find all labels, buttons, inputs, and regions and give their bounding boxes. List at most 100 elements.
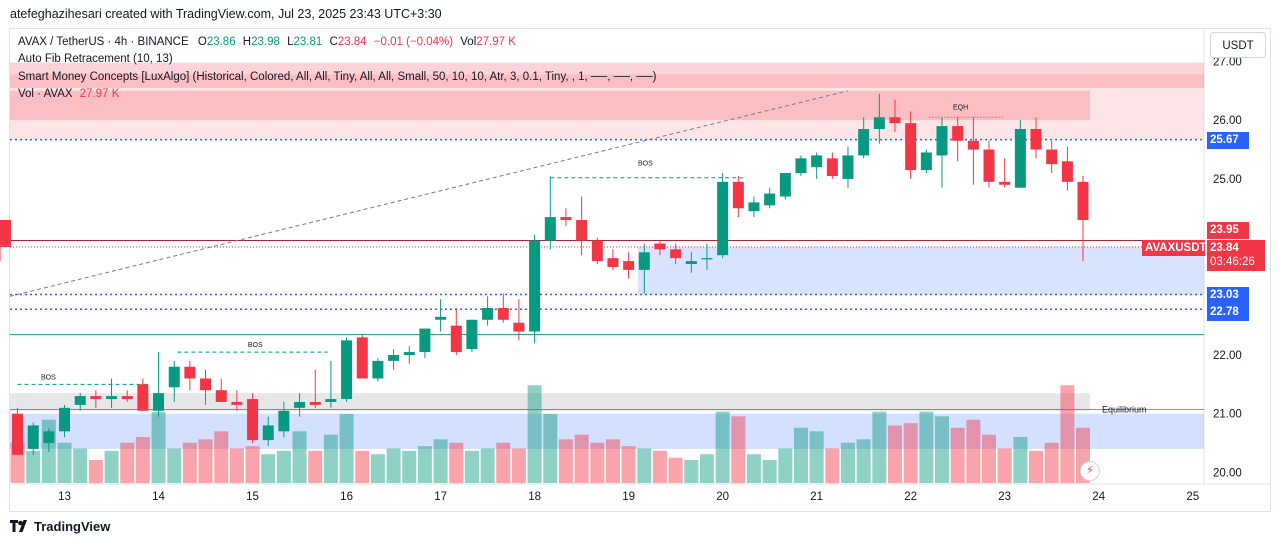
candle-body [513,322,525,332]
premium-zone [10,74,1204,140]
volume-bar [511,448,526,483]
volume-bar [433,439,448,483]
volume-bar [684,460,699,483]
volume-bar [26,450,41,483]
candle-body [106,396,118,400]
creator-line: atefeghazihesari created with TradingVie… [10,7,442,21]
volume-bar [605,439,620,483]
eqh-label: EQH [953,104,968,111]
candle-body [920,152,932,171]
volume-bar [919,411,934,483]
candle-body [842,155,854,179]
candle-body [638,252,650,270]
candle-body [795,158,807,174]
legend-close: 23.84 [337,36,367,48]
legend-symbol: AVAX / TetherUS · 4h · BINANCE [18,36,189,48]
volume-bar [590,442,605,483]
candle-body [952,126,964,141]
legend-indicator-smc[interactable]: Smart Money Concepts [LuxAlgo] (Historic… [18,70,657,83]
candle-body [999,181,1011,185]
candle-body [858,129,870,156]
candle-body [0,219,11,246]
candle-body [701,258,713,260]
bos-label-2: BOS [248,342,263,349]
volume-bar [261,454,276,483]
legend-main-row[interactable]: AVAX / TetherUS · 4h · BINANCE O23.86 H2… [18,34,656,51]
candle-body [325,399,337,402]
discount-zone [10,413,1204,449]
flash-icon[interactable]: ⚡ [1080,461,1100,481]
price-tick-label: 27.00 [1213,57,1242,69]
time-tick-label: 25 [1186,491,1199,503]
candle-body [717,181,729,256]
time-tick-label: 13 [58,491,71,503]
volume-bar [229,448,244,483]
price-tag-23-95: 23.95 [1207,222,1249,239]
candle-body [153,393,165,411]
candle-body [121,396,133,400]
volume-bar [856,439,871,483]
candle-body [873,117,885,130]
candle-body [137,384,149,411]
volume-bar [151,411,166,483]
last-price-value: 23.84 [1210,242,1239,254]
currency-unit-button[interactable]: USDT [1210,32,1266,58]
time-tick-label: 16 [340,491,353,503]
time-tick-label: 21 [810,491,823,503]
candle-body [403,352,415,355]
volume-bar [167,448,182,483]
volume-bar [276,450,291,483]
legend-indicator-vol[interactable]: Vol · AVAX 27.97 K [18,86,656,103]
tradingview-logo-icon [10,520,30,535]
volume-bar [323,434,338,483]
price-tag-22-78: 22.78 [1207,304,1249,321]
candle-body [779,173,791,197]
volume-bar [543,414,558,483]
volume-bar [449,442,464,483]
volume-bar [402,450,417,483]
volume-bar [1028,450,1043,483]
volume-bar [793,427,808,483]
candle-body [607,258,619,267]
candle-body [670,249,682,259]
time-tick-label: 20 [716,491,729,503]
time-tick-label: 14 [152,491,165,503]
time-tick-label: 23 [998,491,1011,503]
candle-body [247,399,259,441]
volume-bar [872,411,887,483]
volume-bar [339,414,354,483]
last-price-tag: 23.84 03:46:26 [1207,240,1265,271]
candle-body [435,316,447,320]
volume-bar [57,442,72,483]
chart-frame [9,28,1271,512]
candle-body [341,340,353,400]
time-tick-label: 24 [1092,491,1105,503]
legend-l-label: L [287,36,294,48]
price-tick-label: 22.00 [1213,350,1242,362]
volume-bar [621,446,636,483]
volume-bar [574,434,589,483]
volume-bar [809,431,824,483]
symbol-price-tag: AVAXUSDT [1142,240,1207,256]
candle-body [654,243,666,250]
volume-bar [135,437,150,483]
candle-body [1030,129,1042,150]
tradingview-brand: TradingView [34,519,111,534]
legend-o-label: O [197,36,207,48]
candle-body [905,123,917,171]
volume-bar [558,439,573,483]
candle-body [27,425,39,449]
volume-bar [668,457,683,483]
legend-c-label: C [329,36,338,48]
volume-bar [840,442,855,483]
candle-body [231,401,243,405]
candle-body [309,401,321,405]
volume-bar [778,448,793,483]
volume-bar [182,442,197,483]
price-tick-label: 26.00 [1213,115,1242,127]
legend-indicator-fib[interactable]: Auto Fib Retracement (10, 13) [18,53,173,66]
candle-body [372,360,384,379]
candle-body [1061,161,1073,182]
volume-bar [245,446,260,483]
